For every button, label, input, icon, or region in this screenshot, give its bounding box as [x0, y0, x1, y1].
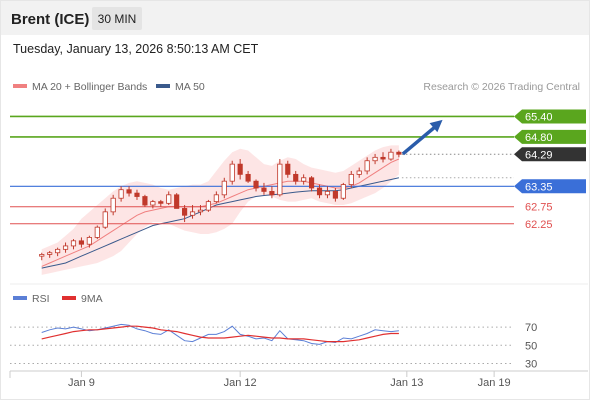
candle [332, 191, 338, 199]
candle [166, 194, 172, 204]
candle [158, 201, 164, 204]
candle [94, 226, 100, 238]
level-label-support: 62.25 [525, 219, 553, 231]
candle [229, 163, 235, 182]
ma20-line [41, 158, 400, 267]
ma50-legend-label: MA 50 [175, 81, 205, 93]
rsi-ma-legend-label: 9MA [81, 293, 103, 305]
level-badge-resistance [514, 109, 586, 124]
candle [182, 208, 188, 216]
candle [388, 151, 394, 160]
candle [372, 156, 378, 162]
candle [126, 189, 132, 194]
candle [221, 180, 227, 196]
candle [324, 191, 331, 196]
candle [86, 237, 92, 245]
bb-legend-swatch [13, 84, 27, 88]
credit-label: Research © 2026 Trading Central [423, 81, 580, 93]
candle [285, 163, 291, 175]
candle [55, 248, 61, 254]
candle [78, 240, 85, 245]
candle [364, 160, 370, 172]
candle [396, 151, 402, 155]
candle [213, 194, 219, 203]
price-plot: 65.40 64.80 63.35 62.75 62.25 64.29 [10, 109, 586, 275]
instrument-title: Brent (ICE) [11, 11, 89, 28]
candle [380, 156, 386, 160]
forecast-arrow-head [429, 119, 443, 133]
candle [39, 254, 45, 257]
rsi-ma-line [41, 325, 399, 343]
candle [269, 191, 275, 196]
candle [62, 245, 69, 250]
time-axis-label: Jan 13 [390, 377, 423, 389]
current-price-badge [514, 147, 586, 162]
candle [110, 197, 116, 213]
candle [150, 201, 156, 206]
candle [356, 170, 362, 175]
candle [237, 163, 243, 175]
bb-legend-label: MA 20 + Bollinger Bands [32, 81, 147, 93]
timeframe-label: 30 MIN [98, 12, 137, 26]
level-badge-resistance [514, 129, 586, 144]
rsi-plot: 70 50 30 [10, 322, 537, 370]
ma50-legend-swatch [156, 84, 170, 88]
level-label-resistance: 65.40 [525, 111, 553, 123]
level-badge-pivot [514, 179, 586, 194]
time-axis-label: Jan 9 [68, 377, 95, 389]
rsi-legend-swatch [13, 296, 27, 300]
candle [118, 189, 124, 199]
rsi-ma-legend-swatch [62, 296, 76, 300]
candle [309, 177, 315, 189]
candle [134, 192, 140, 197]
time-axis-label: Jan 12 [224, 377, 257, 389]
candle [293, 173, 299, 182]
candle [245, 173, 251, 182]
rsi-legend-label: RSI [32, 293, 50, 305]
candle [261, 187, 267, 192]
time-axis-label: Jan 19 [478, 377, 511, 389]
candle [348, 173, 354, 185]
level-label-support: 62.75 [525, 202, 553, 214]
candle [197, 209, 204, 213]
candle [47, 252, 53, 255]
candle [277, 163, 283, 196]
candle [205, 201, 211, 211]
ma50-line [41, 177, 400, 269]
candle [174, 194, 180, 209]
candle [142, 196, 148, 206]
candle [340, 184, 346, 199]
datetime-label: Tuesday, January 13, 2026 8:50:13 AM CET [13, 42, 259, 56]
candle [253, 180, 259, 189]
rsi-tick-label: 30 [525, 358, 537, 370]
candle [189, 211, 196, 216]
timeframe-badge[interactable] [92, 7, 142, 30]
forecast-arrow-shaft [401, 123, 439, 156]
level-label-pivot: 63.35 [525, 181, 553, 193]
rsi-tick-label: 70 [525, 322, 537, 334]
current-price-label: 64.29 [525, 149, 553, 161]
level-label-resistance: 64.80 [525, 132, 553, 144]
candle [70, 240, 77, 247]
time-axis: Jan 9 Jan 12 Jan 13 Jan 19 [9, 370, 588, 389]
candle [316, 187, 323, 196]
rsi-tick-label: 50 [525, 340, 537, 352]
candle [301, 177, 307, 182]
candle [102, 211, 108, 228]
